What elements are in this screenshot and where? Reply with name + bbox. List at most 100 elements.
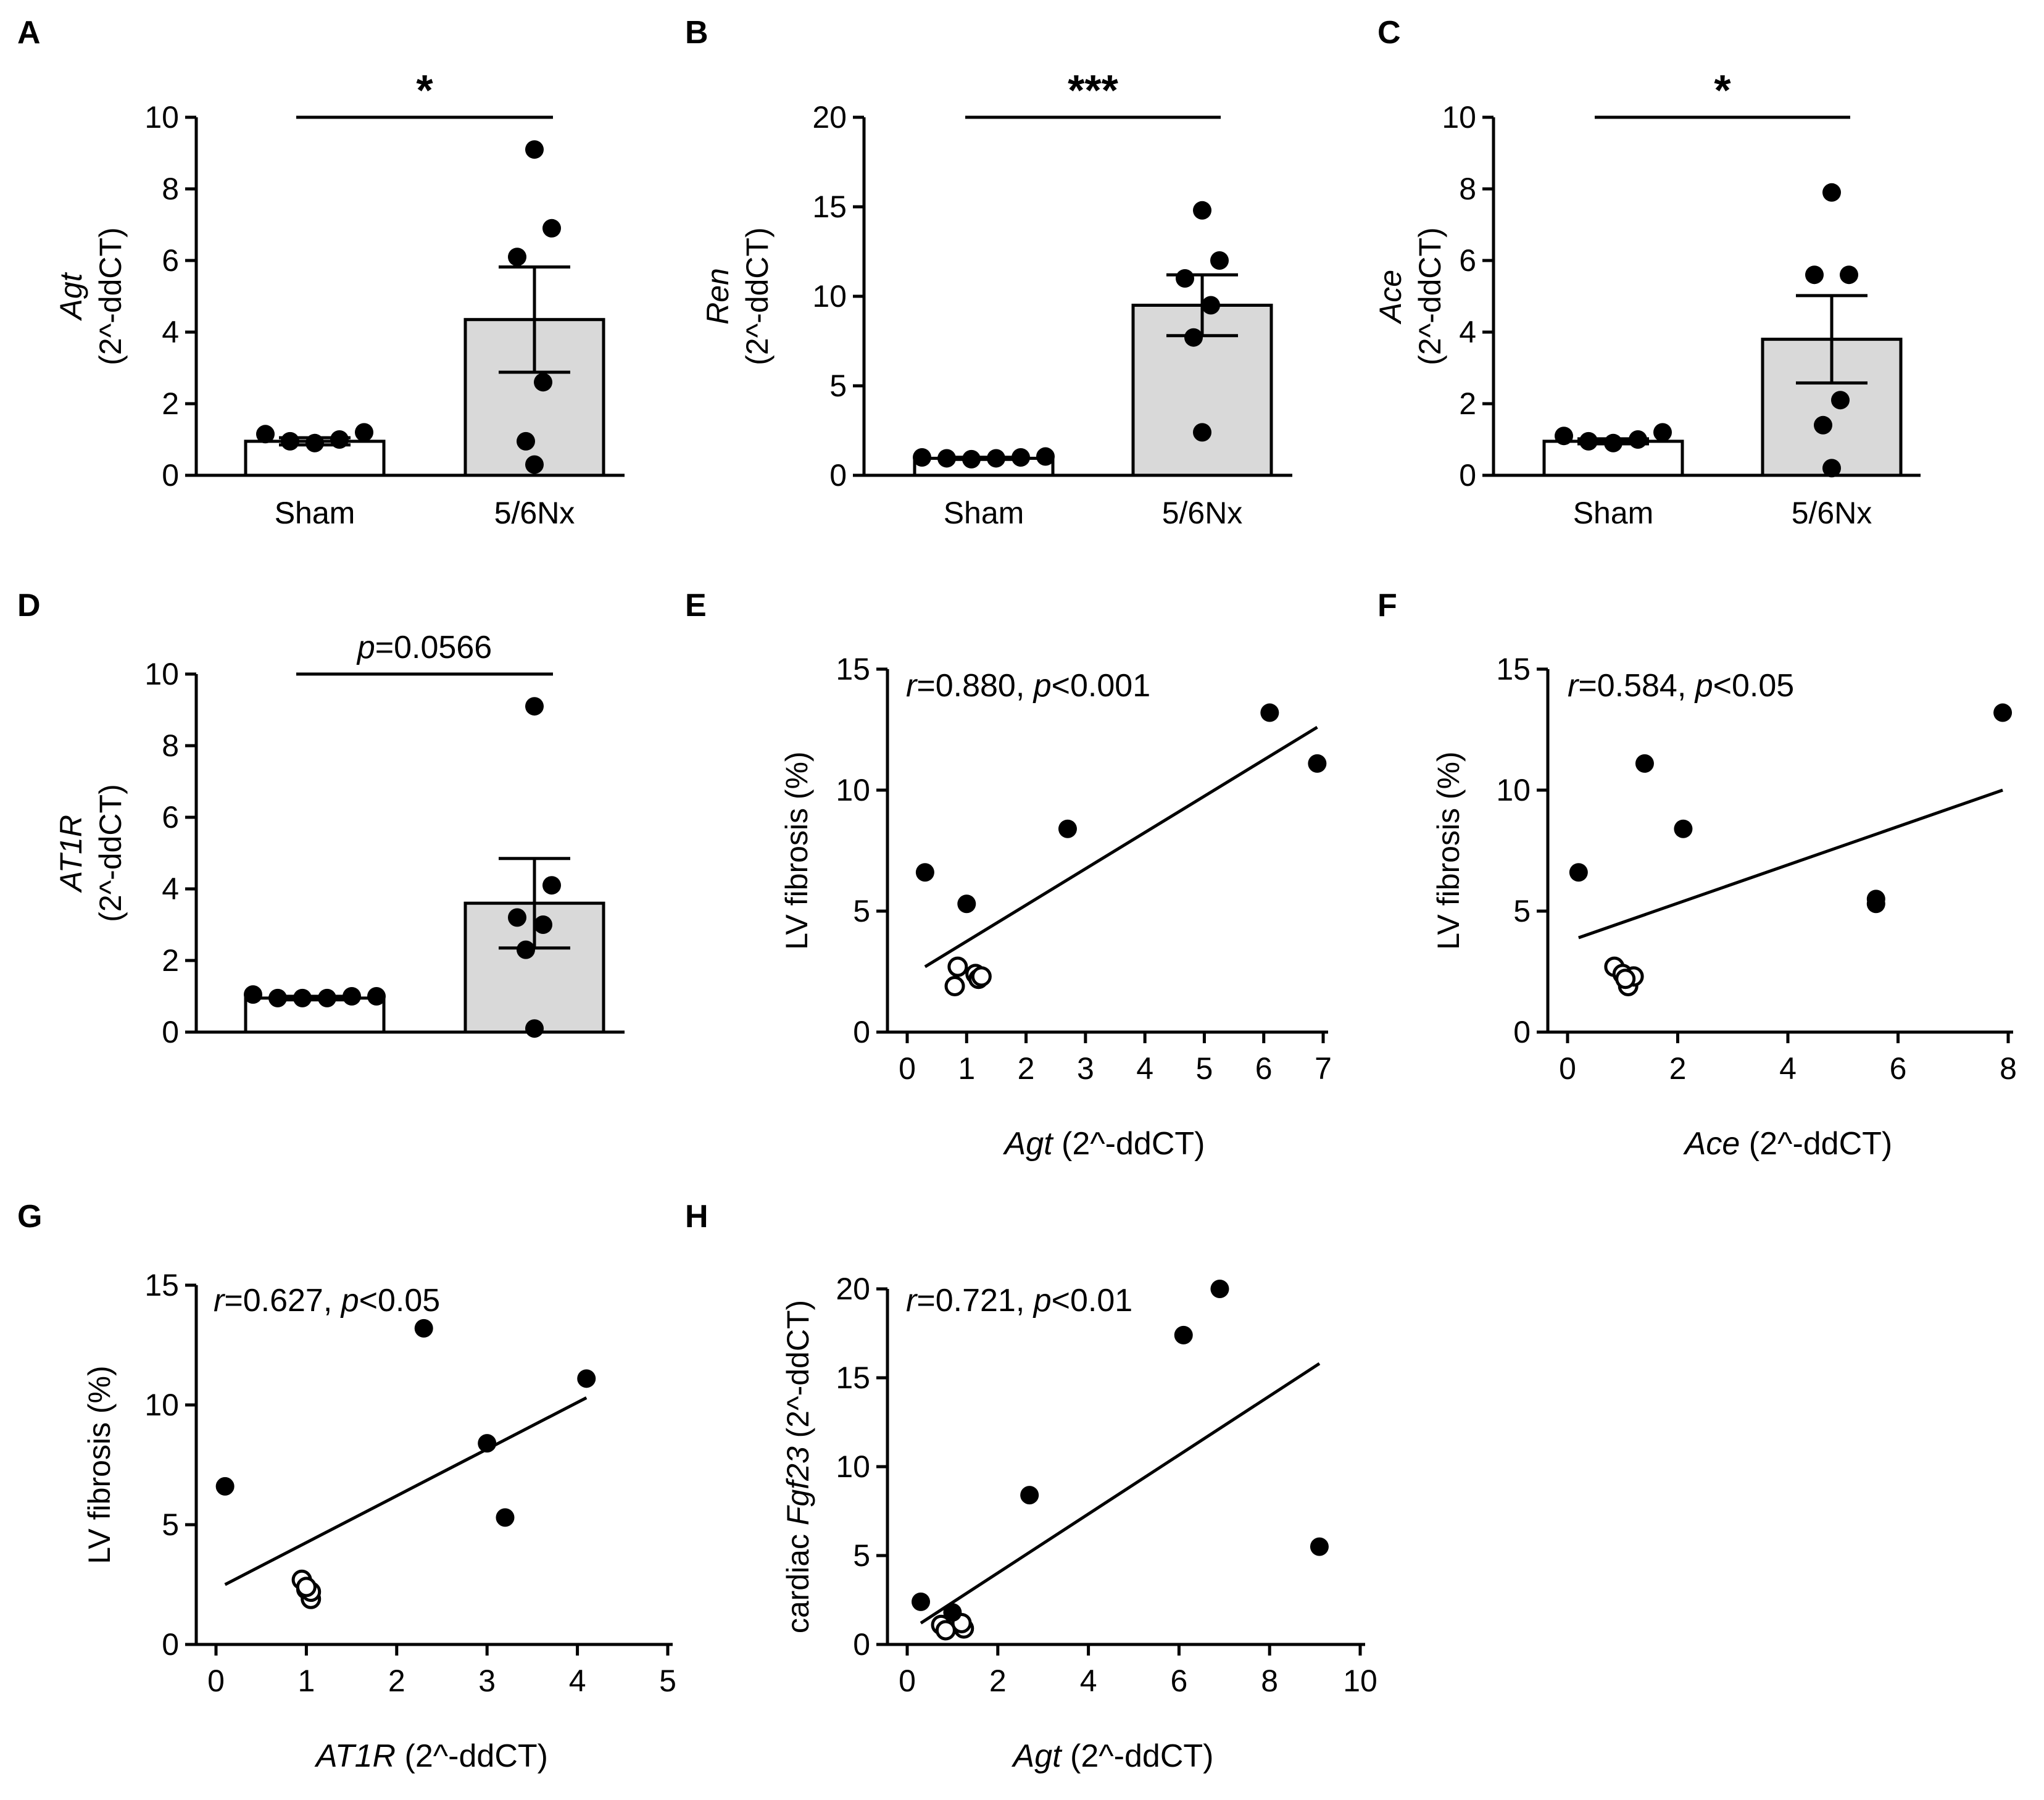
p-symbol: p: [356, 630, 375, 665]
p-symbol: p: [1694, 668, 1713, 704]
significance-label: *: [416, 66, 433, 114]
data-point: [1210, 251, 1229, 270]
x-tick-label: 5: [1196, 1051, 1213, 1086]
bar-sham: [913, 456, 1055, 477]
x-tick-label: 5/6Nx: [1162, 496, 1243, 530]
data-point: [1202, 296, 1220, 315]
data-point: [525, 1019, 544, 1038]
y-axis-title: Ren: [700, 268, 735, 325]
data-point: [987, 449, 1005, 468]
x-axis-unit: (2^-ddCT): [1061, 1738, 1214, 1774]
x-axis-title: Agt (2^-ddCT): [1012, 1738, 1214, 1774]
data-point: [1840, 265, 1858, 285]
y-tick-label: 10: [144, 100, 179, 135]
data-point: [1012, 448, 1030, 467]
significance-label: *: [1714, 66, 1731, 114]
data-point: [542, 876, 561, 895]
x-tick-label: 1: [297, 1664, 315, 1698]
y-tick-label: 5: [853, 894, 870, 928]
data-point: [281, 431, 299, 451]
p-symbol: p: [1032, 1283, 1052, 1319]
y-tick-label: 4: [162, 872, 179, 906]
regression-line: [1578, 788, 2003, 940]
sham-point: [1615, 969, 1636, 990]
panel-e: E 0 5 10 15 0 1 2 3 4 5 6 7 r=0.880, p<0.001 Agt (2^-d…: [685, 588, 1332, 1162]
data-point: [1184, 328, 1203, 347]
sham-point: [944, 976, 965, 997]
x-tick-label: 6: [1170, 1664, 1187, 1698]
x-axis-gene: AT1R: [314, 1738, 396, 1774]
nx-point: [1569, 863, 1588, 882]
bar-sham: [244, 996, 386, 1034]
r-symbol: r: [1568, 668, 1580, 704]
y-tick-label: 15: [836, 1360, 870, 1395]
data-point: [508, 248, 526, 267]
correlation-stats: r=0.880, p<0.001: [906, 668, 1150, 704]
p-symbol: p: [340, 1283, 359, 1319]
nx-point: [1174, 1325, 1193, 1344]
y-tick-label: 10: [836, 773, 870, 807]
y-axis-title: LV fibrosis (%): [1431, 751, 1466, 949]
y-tick-label: 6: [162, 243, 179, 278]
x-tick-label: 1: [958, 1051, 975, 1086]
x-tick-label: 8: [2000, 1051, 2017, 1086]
panel-b: B 0 5 10 15 20 Sham 5/6Nx Ren (2^-ddCT) ***: [685, 15, 1292, 530]
y-axis-title: Agt: [54, 272, 88, 321]
data-point: [1822, 183, 1841, 202]
nx-point: [1310, 1537, 1329, 1556]
data-point: [1822, 459, 1841, 478]
panel-label: D: [17, 588, 41, 623]
data-point: [517, 431, 535, 451]
y-tick-label: 2: [1459, 386, 1476, 421]
sham-point: [296, 1577, 317, 1598]
data-point: [1579, 431, 1598, 451]
x-axis-gene: Agt: [1012, 1738, 1063, 1774]
x-axis-title: AT1R (2^-ddCT): [314, 1738, 548, 1774]
x-tick-label: Sham: [275, 496, 355, 530]
x-tick-label: 2: [388, 1664, 405, 1698]
data-point: [293, 988, 312, 1007]
y-axis-text: LV fibrosis (%): [1431, 751, 1466, 949]
y-tick-label: 6: [1459, 243, 1476, 278]
y-tick-label: 8: [162, 728, 179, 763]
nx-point: [912, 1592, 931, 1611]
r-symbol: r: [906, 1283, 918, 1319]
x-axis-unit: (2^-ddCT): [396, 1738, 548, 1774]
nx-point: [1866, 894, 1885, 914]
correlation-stats: r=0.584, p<0.05: [1568, 668, 1794, 704]
y-tick-label: 15: [1496, 652, 1531, 686]
data-point: [318, 988, 336, 1007]
x-tick-label: 10: [1343, 1664, 1377, 1698]
data-point: [330, 430, 349, 449]
data-point: [517, 940, 535, 959]
data-point: [1629, 430, 1647, 449]
r-value: =0.721,: [916, 1283, 1033, 1319]
x-axis-unit: (2^-ddCT): [1740, 1126, 1892, 1162]
significance-label: ***: [1068, 66, 1118, 114]
r-symbol: r: [214, 1283, 226, 1319]
p-value: <0.001: [1052, 668, 1151, 704]
y-tick-label: 20: [812, 100, 847, 135]
p-value: <0.05: [1713, 668, 1795, 704]
data-point: [355, 423, 373, 442]
data-point: [1176, 269, 1194, 288]
panel-h: H 0 5 10 15 20 0 2 4 6 8 10 r=0.721, p<0.01 Agt (2^-d…: [685, 1199, 1377, 1774]
y-tick-label: 10: [1442, 100, 1476, 135]
nx-point: [414, 1319, 433, 1338]
x-axis-gene: Agt: [1003, 1126, 1055, 1162]
data-point: [1805, 265, 1824, 285]
y-tick-label: 4: [1459, 315, 1476, 349]
y-axis-gene: Ren: [700, 268, 735, 325]
x-tick-label: 0: [899, 1664, 916, 1698]
r-value: =0.584,: [1578, 668, 1695, 704]
x-tick-label: Sham: [1573, 496, 1654, 530]
data-point: [256, 425, 275, 444]
y-tick-label: 0: [853, 1015, 870, 1049]
y-tick-label: 0: [853, 1627, 870, 1662]
y-axis-unit: (2^-ddCT): [93, 784, 128, 922]
regression-line: [924, 725, 1318, 969]
y-axis-gene: Fgf23: [781, 1446, 815, 1525]
data-point: [937, 449, 956, 468]
y-tick-label: 0: [162, 1015, 179, 1049]
y-axis-unit: (2^-ddCT): [1413, 227, 1447, 365]
